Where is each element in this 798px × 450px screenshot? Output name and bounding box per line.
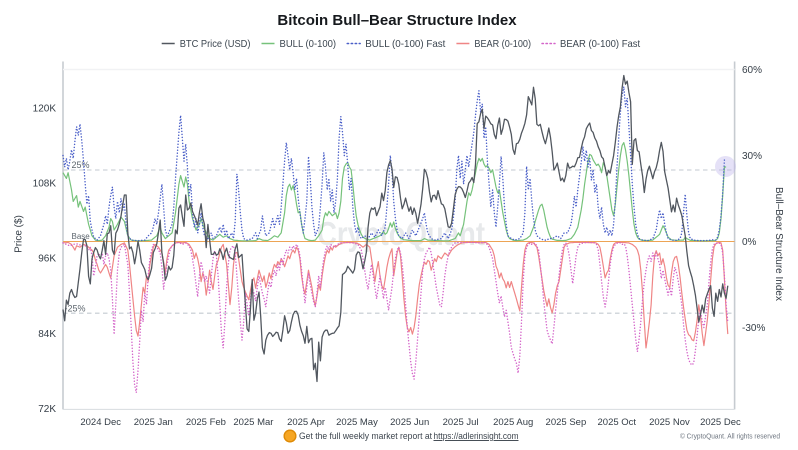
svg-text:BULL (0-100): BULL (0-100) [280, 38, 337, 50]
svg-text:25%: 25% [72, 160, 90, 170]
svg-text:2025 Jun: 2025 Jun [390, 417, 429, 428]
svg-text:https://adlerinsight.com: https://adlerinsight.com [434, 431, 519, 442]
svg-text:Bitcoin Bull–Bear Structure In: Bitcoin Bull–Bear Structure Index [277, 12, 517, 29]
svg-text:2025 Mar: 2025 Mar [233, 417, 273, 428]
svg-text:2025 Aug: 2025 Aug [493, 417, 533, 428]
svg-text:2025 Apr: 2025 Apr [287, 417, 325, 428]
svg-text:84K: 84K [38, 329, 56, 340]
svg-text:0%: 0% [742, 237, 757, 248]
svg-text:2025 Jul: 2025 Jul [443, 417, 479, 428]
svg-text:60%: 60% [742, 65, 762, 76]
svg-text:2024 Dec: 2024 Dec [80, 417, 121, 428]
svg-text:2025 Sep: 2025 Sep [546, 417, 587, 428]
svg-text:120K: 120K [33, 104, 57, 115]
svg-text:2025 Nov: 2025 Nov [649, 417, 690, 428]
svg-text:2025 Jan: 2025 Jan [134, 417, 173, 428]
svg-text:© CryptoQuant. All rights rese: © CryptoQuant. All rights reserved [680, 433, 780, 441]
svg-text:Get the full weekly market rep: Get the full weekly market report at [299, 431, 432, 442]
svg-text:2025 Feb: 2025 Feb [186, 417, 226, 428]
svg-text:Bull–Bear Structure Index: Bull–Bear Structure Index [773, 187, 784, 301]
svg-text:BTC Price (USD): BTC Price (USD) [180, 38, 251, 50]
svg-text:BEAR (0-100): BEAR (0-100) [474, 38, 531, 50]
svg-text:30%: 30% [742, 151, 762, 162]
svg-text:BEAR (0-100) Fast: BEAR (0-100) Fast [560, 38, 640, 50]
svg-text:108K: 108K [33, 179, 57, 190]
svg-text:CryptoQuant: CryptoQuant [317, 215, 485, 252]
svg-text:96K: 96K [38, 254, 56, 265]
svg-text:BULL (0-100) Fast: BULL (0-100) Fast [365, 38, 445, 50]
svg-text:-30%: -30% [742, 323, 765, 334]
svg-text:Price ($): Price ($) [14, 215, 25, 253]
svg-text:Base: Base [72, 232, 91, 241]
svg-text:-25%: -25% [65, 304, 86, 314]
svg-text:2025 Dec: 2025 Dec [700, 417, 741, 428]
svg-text:2025 May: 2025 May [336, 417, 378, 428]
svg-text:72K: 72K [38, 404, 56, 415]
svg-text:2025 Oct: 2025 Oct [598, 417, 637, 428]
